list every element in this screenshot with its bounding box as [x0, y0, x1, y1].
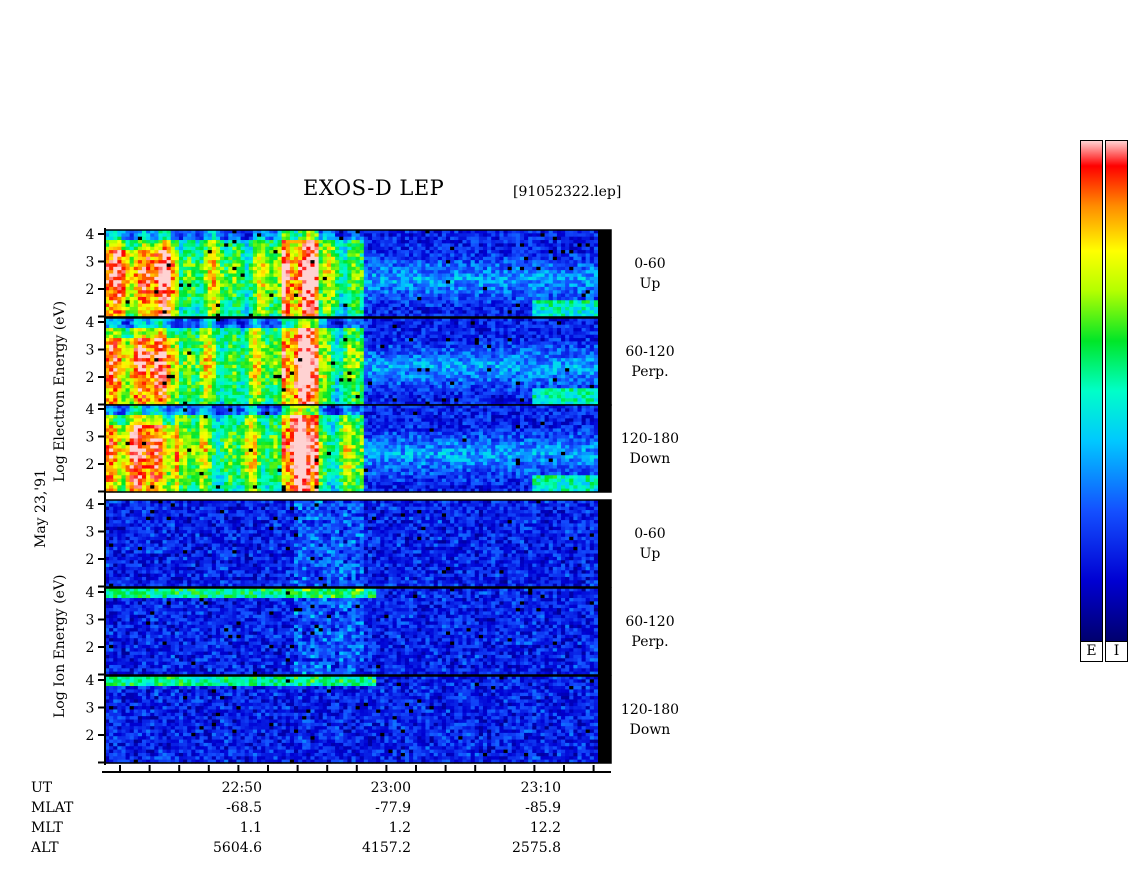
- y-tick-label: 2: [86, 457, 95, 473]
- orbit-value: 23:10: [520, 780, 561, 796]
- y-tick-label: 2: [86, 728, 95, 744]
- orbit-row-label-ut: UT: [31, 780, 53, 796]
- panel-label-0: 0-60 Up: [610, 254, 690, 294]
- orbit-value: -85.9: [525, 800, 561, 816]
- orbit-value: 4157.2: [362, 840, 411, 856]
- orbit-value: 1.1: [239, 820, 262, 836]
- pitch-angle-label: 0-60: [634, 526, 666, 542]
- direction-label: Perp.: [631, 634, 669, 650]
- panel-label-4: 60-120 Perp.: [610, 612, 690, 652]
- chart-title: EXOS-D LEP: [303, 176, 445, 200]
- y-tick-label: 3: [86, 343, 95, 359]
- ion-colorbar: [1105, 140, 1128, 642]
- pitch-angle-label: 60-120: [625, 344, 675, 360]
- y-tick-label: 2: [86, 370, 95, 386]
- orbit-value: 23:00: [370, 780, 411, 796]
- direction-label: Up: [639, 546, 661, 562]
- ion-colorbar-label: I: [1105, 641, 1128, 662]
- electron-colorbar-label: E: [1080, 641, 1103, 662]
- y-tick-label: 4: [86, 585, 95, 601]
- pitch-angle-label: 120-180: [620, 702, 680, 718]
- y-tick-label: 4: [86, 402, 95, 418]
- y-tick-label: 4: [86, 497, 95, 513]
- y-tick-label: 2: [86, 552, 95, 568]
- panel-electron-0: [104, 229, 612, 318]
- orbit-value: 5604.6: [213, 840, 262, 856]
- orbit-value: -77.9: [375, 800, 411, 816]
- pitch-angle-label: 60-120: [625, 614, 675, 630]
- orbit-value: 1.2: [388, 820, 411, 836]
- orbit-row-label-mlat: MLAT: [31, 800, 74, 816]
- panel-ion-3: [104, 499, 612, 588]
- y-tick-label: 3: [86, 430, 95, 446]
- electron-colorbar: [1080, 140, 1103, 642]
- panel-ion-4: [104, 587, 612, 676]
- y-tick-label: 3: [86, 613, 95, 629]
- y-tick-label: 3: [86, 255, 95, 271]
- y-tick-label: 4: [86, 673, 95, 689]
- pitch-angle-label: 0-60: [634, 256, 666, 272]
- orbit-row-label-alt: ALT: [31, 840, 59, 856]
- pitch-angle-label: 120-180: [620, 431, 680, 447]
- direction-label: Down: [629, 451, 671, 467]
- y-tick-label: 2: [86, 640, 95, 656]
- y-tick-label: 4: [86, 227, 95, 243]
- panel-electron-2: [104, 404, 612, 493]
- file-name: [91052322.lep]: [513, 184, 622, 200]
- y-tick-label: 3: [86, 525, 95, 541]
- panel-ion-5: [104, 675, 612, 764]
- orbit-value: 2575.8: [512, 840, 561, 856]
- y-tick-label: 2: [86, 282, 95, 298]
- panel-label-5: 120-180 Down: [610, 700, 690, 740]
- panel-label-3: 0-60 Up: [610, 524, 690, 564]
- orbit-value: 12.2: [529, 820, 561, 836]
- panel-label-1: 60-120 Perp.: [610, 342, 690, 382]
- direction-label: Perp.: [631, 364, 669, 380]
- spectrogram-plot: 2 3 4 2 3 4 2 3 4 2 3 4 2 3 4 2 3 4: [86, 227, 612, 773]
- direction-label: Down: [629, 722, 671, 738]
- orbit-value: -68.5: [226, 800, 262, 816]
- panel-label-2: 120-180 Down: [610, 429, 690, 469]
- direction-label: Up: [639, 276, 661, 292]
- y-tick-label: 3: [86, 701, 95, 717]
- orbit-value: 22:50: [221, 780, 262, 796]
- orbit-row-label-mlt: MLT: [31, 820, 63, 836]
- y-tick-label: 4: [86, 315, 95, 331]
- panel-electron-1: [104, 317, 612, 406]
